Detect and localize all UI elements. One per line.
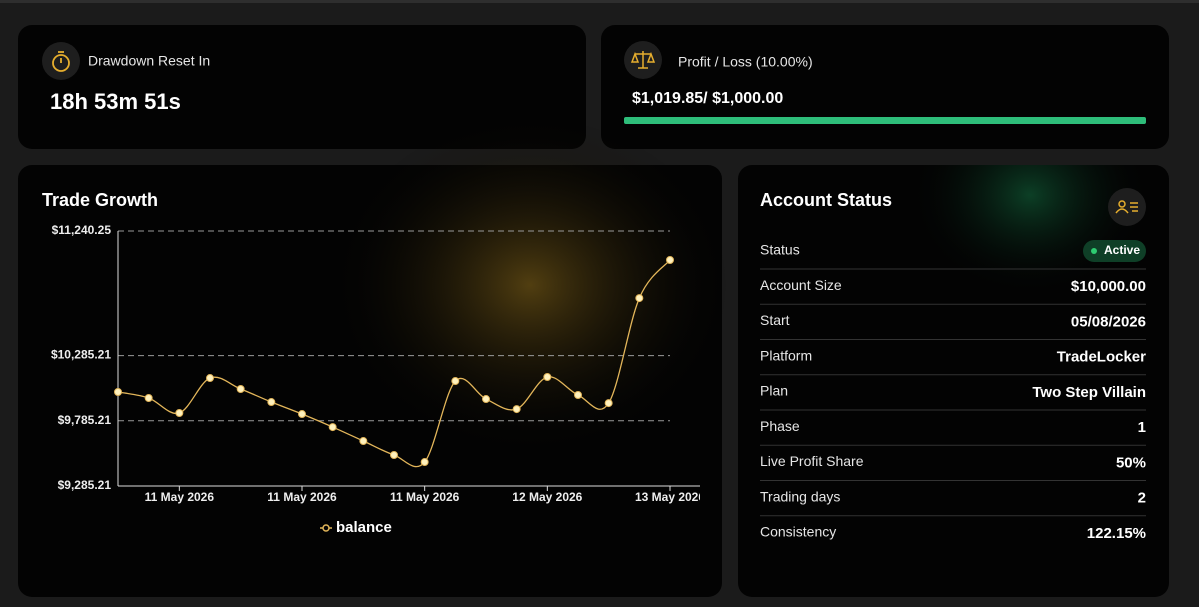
y-tick-label: $11,240.25: [52, 223, 112, 237]
row-label: Live Profit Share: [760, 453, 864, 469]
row-value: 50%: [1116, 454, 1146, 471]
chart: $9,285.21 $9,785.21 $10,285.21 $11,240.25 11…: [51, 223, 705, 536]
timer-card: [18, 25, 586, 149]
point: [666, 255, 674, 264]
row-label: Account Size: [760, 277, 842, 293]
row-label: Plan: [760, 383, 788, 399]
profit-amount: $1,019.85/ $1,000.00: [632, 90, 783, 107]
profit-label: Profit / Loss (10.00%): [678, 54, 813, 70]
point: [144, 393, 153, 402]
row-value: 1: [1138, 419, 1146, 436]
point: [359, 437, 368, 446]
x-tick-label: 11 May 2026: [390, 490, 460, 504]
point: [451, 377, 460, 386]
row-value: $10,000.00: [1071, 278, 1146, 295]
x-tick-label: 11 May 2026: [267, 490, 337, 504]
point: [236, 384, 245, 393]
point: [328, 423, 337, 432]
progress-bar: [624, 117, 1146, 124]
account-title: Account Status: [760, 190, 892, 210]
top-bar: [0, 0, 1199, 3]
account-rows: Status Active Account Size $10,000.00 Start 0…: [760, 240, 1146, 542]
point: [482, 395, 490, 404]
row-label: Phase: [760, 418, 800, 434]
point: [267, 398, 276, 407]
point: [114, 387, 122, 396]
timer-label: Drawdown Reset In: [88, 53, 210, 69]
point: [390, 450, 398, 459]
row-value: TradeLocker: [1057, 349, 1146, 366]
row-label: Consistency: [760, 524, 836, 540]
row-value: 122.15%: [1087, 525, 1146, 542]
row-label: Start: [760, 312, 790, 328]
account-icon-bg: [1108, 188, 1146, 226]
y-tick-label: $9,785.21: [58, 413, 112, 427]
row-label: Status: [760, 242, 800, 258]
status-value: Active: [1104, 243, 1140, 257]
scales-icon: [630, 51, 656, 69]
point: [206, 374, 214, 383]
profit-card: [601, 25, 1169, 149]
status-badge: [1083, 240, 1146, 262]
point: [543, 372, 552, 381]
row-value: Two Step Villain: [1032, 384, 1146, 401]
point: [420, 458, 429, 467]
x-tick-label: 13 May 2026: [635, 490, 705, 504]
point: [635, 294, 644, 303]
timer-value: 18h 53m 51s: [50, 89, 181, 114]
y-tick-label: $9,285.21: [58, 478, 112, 492]
row-label: Trading days: [760, 488, 840, 504]
x-tick-label: 12 May 2026: [512, 490, 582, 504]
point: [604, 399, 613, 408]
x-tick-label: 11 May 2026: [145, 490, 215, 504]
point: [574, 390, 582, 399]
legend-swatch: [322, 524, 330, 532]
y-tick-label: $10,285.21: [51, 348, 111, 362]
glow: [330, 115, 730, 455]
user-list-icon: [1115, 200, 1138, 214]
row-value: 2: [1138, 490, 1146, 507]
chart-title: Trade Growth: [42, 190, 158, 210]
point: [512, 405, 521, 414]
point: [298, 410, 306, 419]
stopwatch-icon: [52, 51, 70, 72]
status-dot: [1091, 248, 1097, 254]
legend-label: balance: [336, 519, 392, 536]
point: [175, 408, 184, 417]
row-value: 05/08/2026: [1071, 313, 1146, 330]
row-label: Platform: [760, 347, 812, 363]
